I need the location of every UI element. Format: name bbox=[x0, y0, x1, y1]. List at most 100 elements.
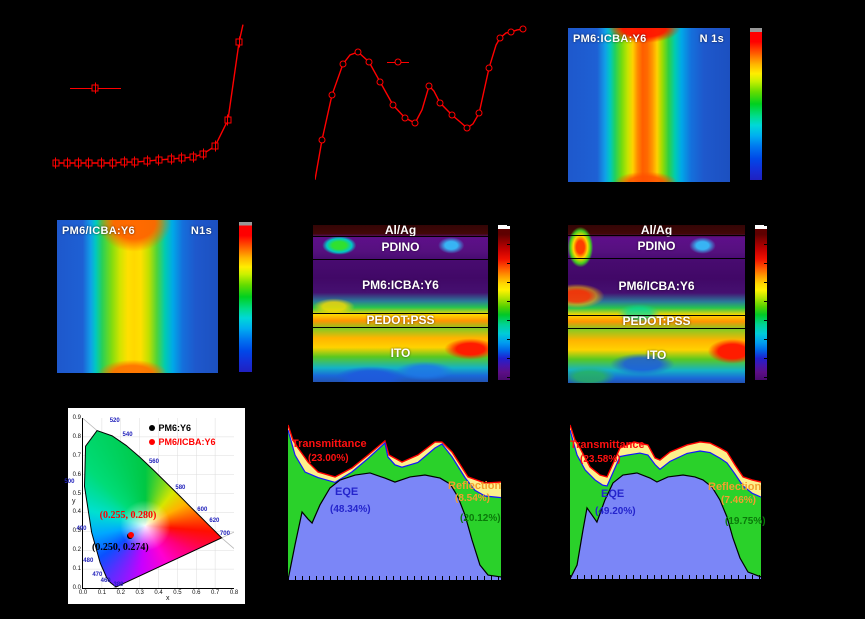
data-point-marker bbox=[189, 153, 197, 161]
cie-plot-area: y x PM6:Y6 PM6/ICBA:Y6 (0.255, 0.280) (0… bbox=[64, 415, 238, 602]
colorbar-ticks bbox=[764, 225, 767, 380]
x-axis-ticks bbox=[570, 575, 761, 579]
panel-spectral-curve bbox=[315, 10, 527, 185]
layer-label: PDINO bbox=[381, 239, 420, 254]
cie-wavelength-label: 490 bbox=[76, 526, 87, 533]
cie-legend-label: PM6/ICBA:Y6 bbox=[158, 436, 216, 447]
colorbar-extended-f bbox=[755, 225, 767, 380]
transmittance-pct: (23.00%) bbox=[308, 453, 349, 464]
x-axis-ticks bbox=[288, 576, 501, 580]
cie-locus-outline bbox=[83, 418, 234, 588]
data-point-marker bbox=[448, 111, 456, 119]
cie-wavelength-label: 600 bbox=[197, 506, 208, 513]
layer-divider-line bbox=[313, 259, 488, 261]
heatmap-material-label: PM6:ICBA:Y6 bbox=[573, 33, 647, 45]
spectral-curve-plot bbox=[315, 10, 527, 185]
cie-x-tick-label: 0.7 bbox=[210, 590, 220, 596]
cie-wavelength-label: 480 bbox=[83, 557, 94, 564]
panel-depth-profile-ternary: Al/Ag PDINO PM6:ICBA:Y6 PEDOT:PSS ITO bbox=[313, 223, 488, 382]
reflection-label: Reflection bbox=[708, 481, 762, 493]
layer-divider-line bbox=[313, 313, 488, 315]
jv-legend-marker bbox=[70, 84, 121, 92]
cie-wavelength-label: 460 bbox=[100, 578, 111, 585]
cie-legend-item-pm6y6: PM6:Y6 bbox=[149, 423, 191, 433]
cie-wavelength-label: 520 bbox=[109, 417, 120, 424]
layer-label: PM6:ICBA:Y6 bbox=[362, 278, 439, 293]
data-point-marker bbox=[376, 78, 384, 86]
cie-wavelength-label: 500 bbox=[64, 478, 75, 485]
colorbar-jet-d bbox=[239, 222, 252, 372]
cie-x-tick-label: 0.8 bbox=[229, 590, 239, 596]
data-point-marker bbox=[507, 28, 515, 36]
layer-divider-line bbox=[568, 258, 745, 260]
layer-divider-line bbox=[568, 328, 745, 330]
cie-wavelength-label: 560 bbox=[148, 459, 159, 466]
cie-coordinate-annotation-red: (0.255, 0.280) bbox=[99, 509, 157, 521]
cie-y-tick-label: 0.3 bbox=[72, 528, 81, 535]
data-point-marker bbox=[199, 150, 207, 158]
reflection-pct: (7.46%) bbox=[721, 495, 757, 506]
colorbar-extended-e bbox=[498, 225, 510, 380]
panel-xps-map-layered: PM6/ICBA:Y6 N1s bbox=[57, 220, 218, 373]
data-point-marker bbox=[328, 91, 336, 99]
layer-label: Al/Ag bbox=[640, 223, 673, 238]
cie-wavelength-label: 700 bbox=[219, 530, 230, 537]
cie-wavelength-label: 580 bbox=[175, 484, 186, 491]
layer-label: Al/Ag bbox=[384, 223, 417, 238]
data-point-marker bbox=[235, 38, 243, 46]
data-point-marker bbox=[485, 64, 493, 72]
absorption-pct: (20.12%) bbox=[460, 513, 501, 524]
layer-label: PM6/ICBA:Y6 bbox=[618, 278, 695, 293]
cie-y-tick-label: 0.5 bbox=[72, 490, 81, 497]
heatmap-signal-label: N 1s bbox=[699, 33, 724, 45]
eqe-stacked-area-plot bbox=[288, 420, 501, 580]
data-point-marker bbox=[354, 48, 362, 56]
absorption-pct: (19.75%) bbox=[725, 516, 766, 527]
eqe-pct: (49.20%) bbox=[595, 506, 636, 517]
layer-label: ITO bbox=[646, 347, 667, 362]
legend-dot-icon bbox=[149, 425, 156, 432]
eqe-label: EQE bbox=[335, 486, 359, 498]
jv-legend-square-marker-icon bbox=[91, 84, 99, 92]
jv-curve-plot bbox=[55, 15, 250, 175]
spectral-legend-marker bbox=[387, 58, 410, 66]
legend-dot-icon bbox=[149, 438, 156, 445]
data-point-marker bbox=[519, 25, 527, 33]
cie-y-tick-label: 0.1 bbox=[72, 566, 81, 573]
panel-xps-map-ternary: PM6:ICBA:Y6 N 1s bbox=[568, 28, 730, 182]
cie-wavelength-label: 540 bbox=[122, 432, 133, 438]
layer-label: PEDOT:PSS bbox=[366, 312, 435, 327]
data-point-marker bbox=[97, 159, 105, 167]
data-point-marker bbox=[63, 159, 71, 167]
cie-wavelength-label: 470 bbox=[92, 572, 103, 579]
cie-x-tick-label: 0.5 bbox=[173, 590, 182, 596]
transmittance-label: Transmittance bbox=[292, 438, 367, 450]
panel-eqe-breakdown-layered: Transmittance (23.58%) EQE (49.20%) Refl… bbox=[570, 420, 766, 579]
layer-divider-line bbox=[568, 315, 745, 317]
layer-divider-line bbox=[313, 235, 488, 237]
transmittance-label: Transmittance bbox=[570, 439, 645, 451]
cie-x-tick-label: 0.3 bbox=[135, 590, 144, 596]
cie-x-tick-label: 0.4 bbox=[154, 590, 163, 596]
cie-x-tick-label: 0.1 bbox=[97, 590, 107, 596]
data-point-marker bbox=[463, 124, 471, 132]
reflection-pct: (8.54%) bbox=[455, 493, 491, 504]
data-point-marker bbox=[155, 156, 163, 164]
cie-wavelength-label: 380 bbox=[113, 582, 124, 589]
layer-divider-line bbox=[313, 327, 488, 329]
cie-y-tick-label: 0.4 bbox=[72, 509, 81, 516]
eqe-pct: (48.34%) bbox=[330, 504, 371, 515]
cie-y-tick-label: 0.7 bbox=[72, 452, 81, 459]
colorbar-ticks bbox=[507, 225, 510, 380]
cie-y-tick-label: 0.2 bbox=[72, 547, 81, 554]
cie-wavelength-label: 620 bbox=[209, 517, 220, 524]
cie-y-tick-label: 0.8 bbox=[72, 433, 81, 440]
cie-sample-point bbox=[128, 532, 135, 539]
colorbar-jet-c bbox=[750, 28, 762, 180]
cie-x-axis-label: x bbox=[166, 595, 170, 602]
cie-y-tick-label: 0.6 bbox=[72, 471, 81, 478]
data-point-marker bbox=[120, 158, 128, 166]
data-point-marker bbox=[496, 34, 504, 42]
cie-x-tick-label: 0.2 bbox=[116, 590, 125, 596]
